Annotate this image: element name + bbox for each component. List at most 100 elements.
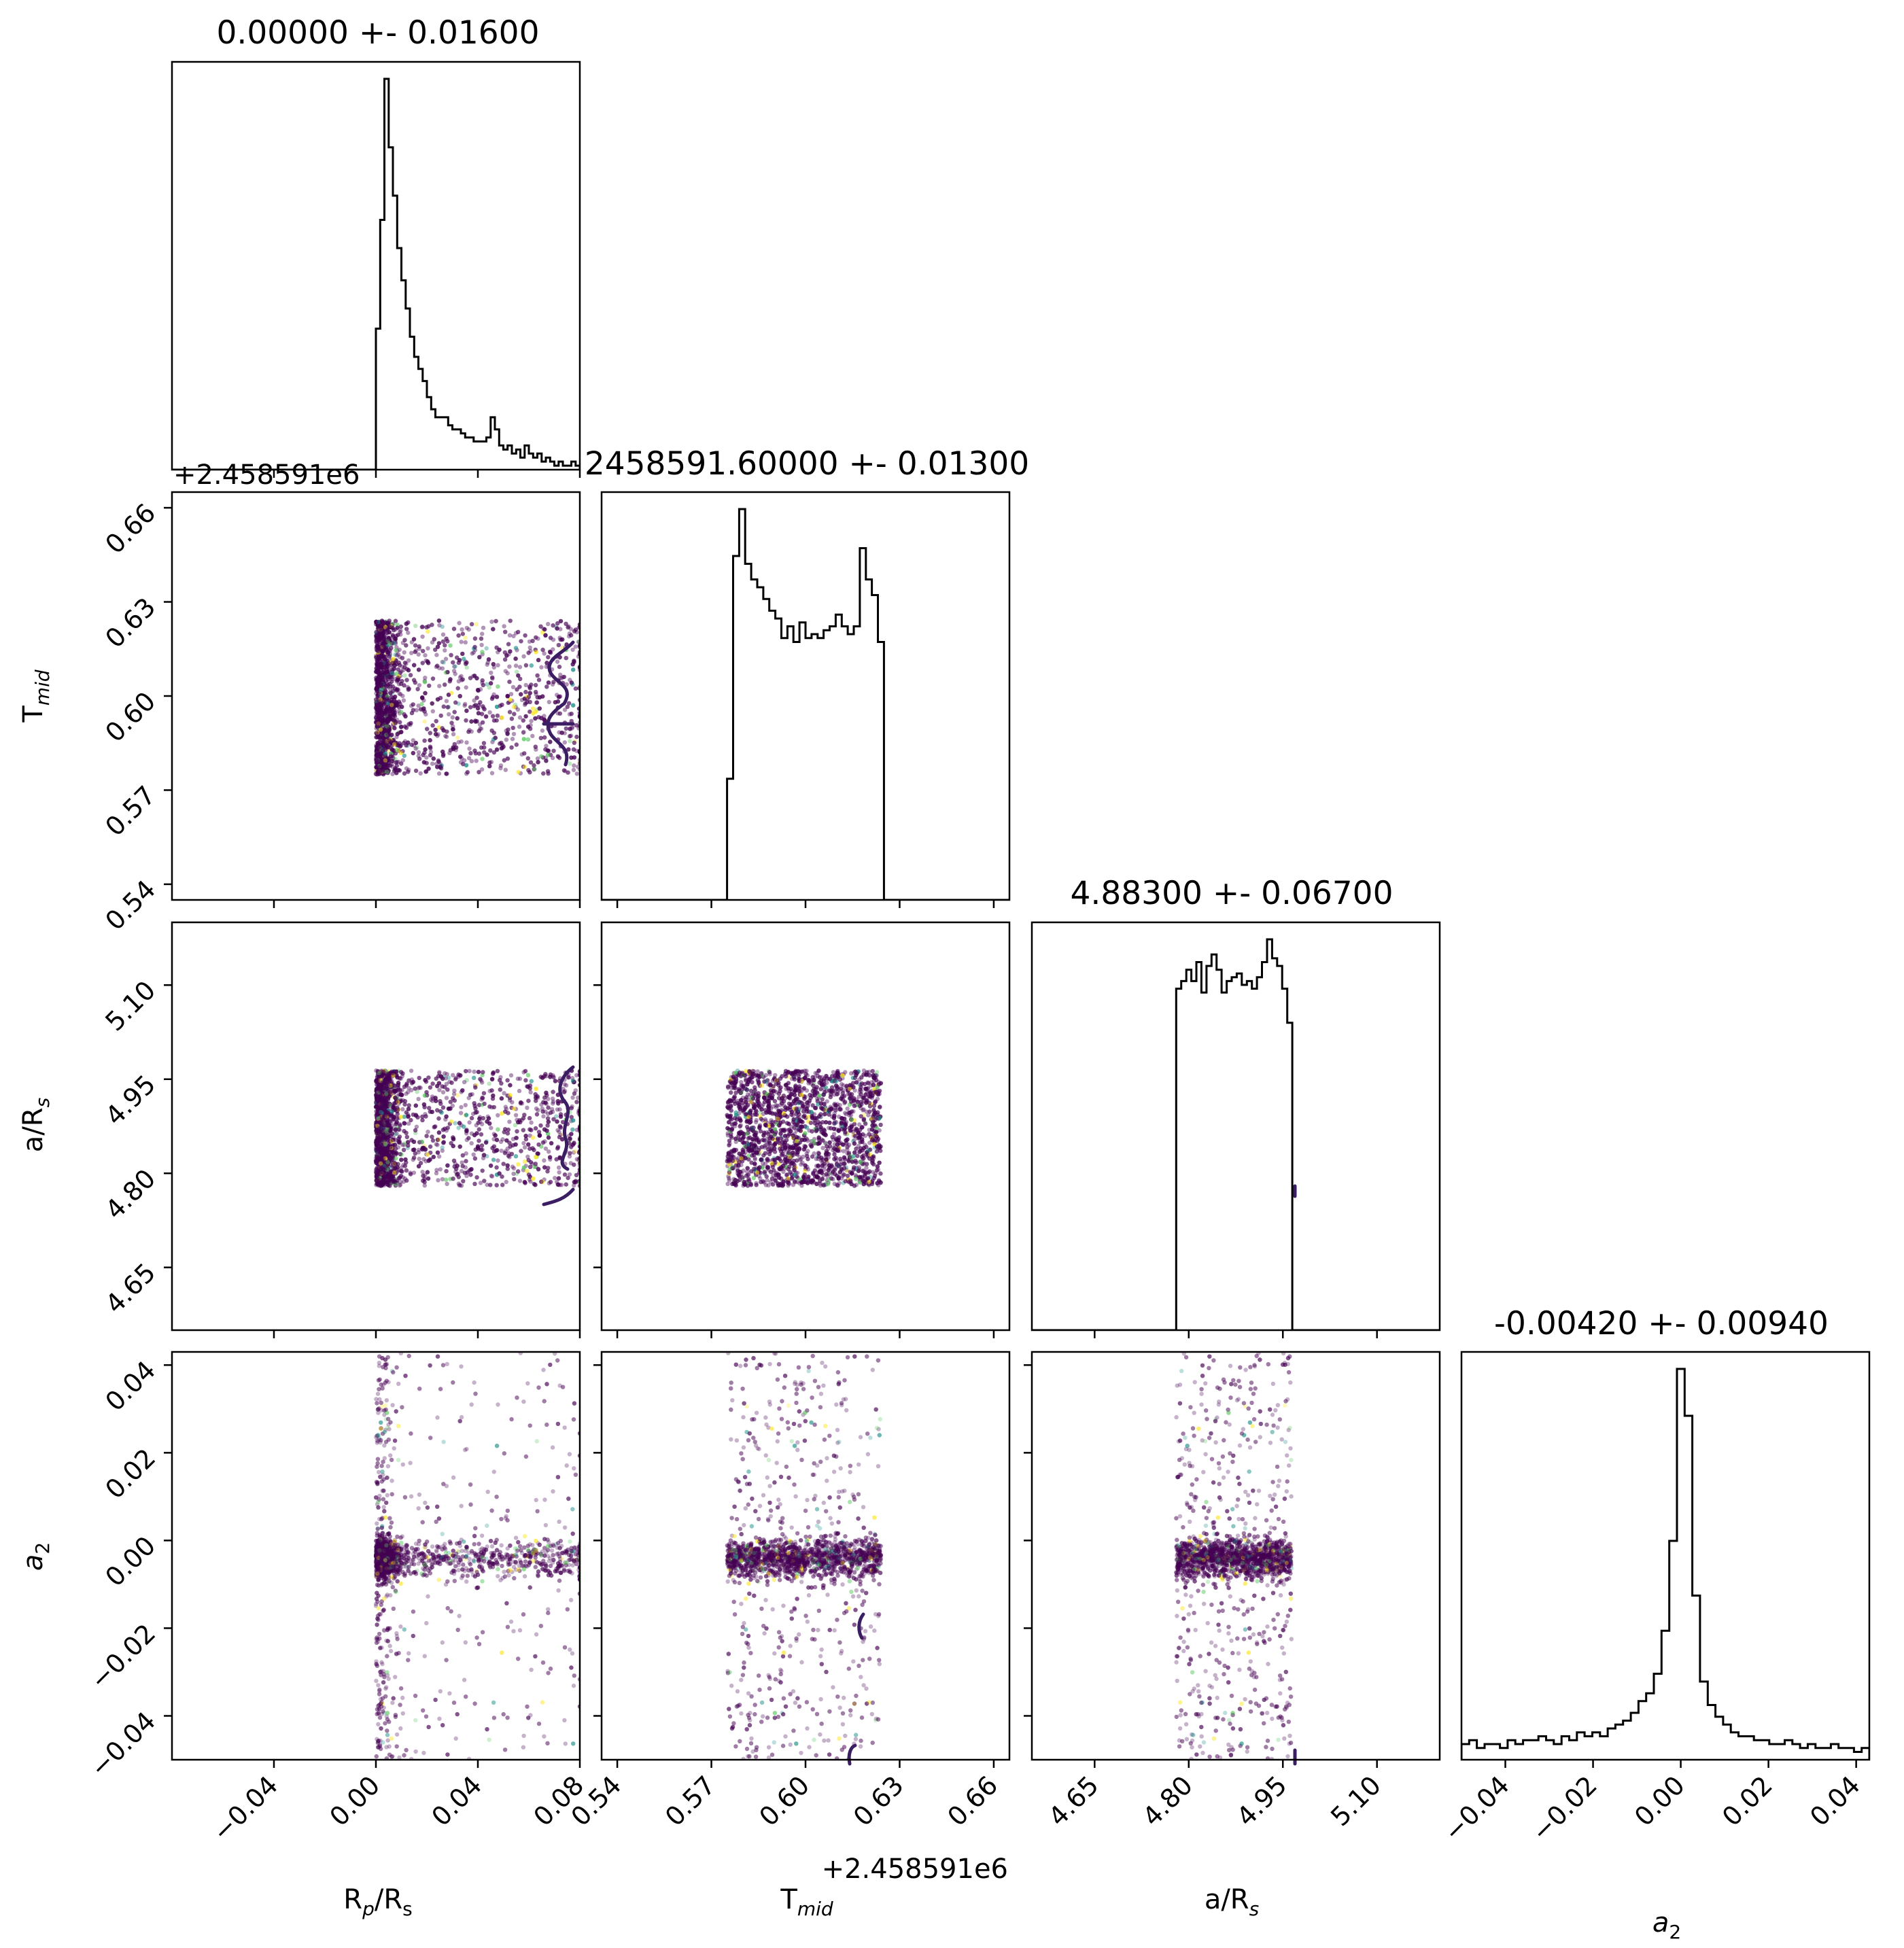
- sample-point: [567, 761, 572, 766]
- sample-point: [384, 713, 389, 718]
- sample-point: [422, 738, 427, 743]
- sample-point: [374, 638, 379, 644]
- sample-point: [534, 692, 538, 697]
- sample-point: [375, 644, 379, 650]
- sample-point: [511, 704, 516, 710]
- sample-point: [453, 748, 458, 752]
- sample-point: [469, 1141, 474, 1146]
- sample-point: [413, 643, 418, 648]
- sample-point: [394, 688, 399, 693]
- sample-point: [386, 727, 392, 731]
- sample-point: [393, 740, 398, 745]
- sample-point: [378, 744, 383, 749]
- sample-point: [383, 633, 388, 638]
- sample-point: [406, 740, 411, 745]
- sample-point: [394, 771, 399, 776]
- sample-point: [402, 650, 406, 655]
- sample-point: [423, 747, 428, 752]
- sample-point: [387, 675, 392, 680]
- sample-point: [491, 627, 496, 631]
- sample-point: [422, 738, 427, 743]
- sample-point: [381, 753, 387, 758]
- sample-point: [396, 676, 400, 680]
- sample-point: [546, 680, 551, 685]
- sample-point: [376, 704, 381, 710]
- sample-point: [375, 763, 379, 767]
- sample-point: [374, 755, 379, 760]
- sample-point: [513, 1113, 519, 1117]
- sample-point: [389, 751, 394, 756]
- sample-point: [428, 737, 432, 743]
- sample-point: [527, 691, 532, 695]
- sample-point: [513, 646, 519, 650]
- sample-point: [380, 733, 385, 738]
- sample-point: [397, 741, 402, 746]
- sample-point: [375, 723, 379, 728]
- sample-point: [517, 1179, 523, 1183]
- sample-point: [384, 640, 389, 645]
- sample-point: [375, 753, 380, 758]
- sample-point: [374, 631, 379, 636]
- sample-point: [510, 725, 515, 731]
- sample-point: [470, 651, 474, 656]
- sample-point: [374, 646, 379, 650]
- sample-point: [374, 697, 379, 702]
- sample-point: [398, 729, 404, 735]
- sample-point: [480, 720, 485, 725]
- sample-point: [460, 651, 465, 657]
- sample-point: [387, 709, 393, 714]
- sample-point: [375, 724, 379, 729]
- sample-point: [376, 733, 381, 739]
- sample-point: [379, 665, 383, 669]
- sample-point: [375, 661, 380, 667]
- sample-point: [402, 683, 406, 688]
- sample-point: [571, 667, 576, 672]
- sample-point: [385, 700, 390, 706]
- sample-point: [464, 665, 469, 670]
- sample-point: [421, 760, 427, 765]
- sample-point: [568, 733, 572, 739]
- sample-point: [388, 763, 393, 768]
- sample-point: [395, 625, 400, 630]
- sample-point: [375, 765, 379, 770]
- sample-point: [426, 661, 431, 665]
- sample-point: [538, 735, 543, 741]
- sample-point: [375, 630, 381, 635]
- sample-point: [383, 708, 389, 712]
- sample-point: [376, 746, 381, 751]
- sample-point: [379, 632, 383, 638]
- sample-point: [568, 727, 572, 731]
- sample-point: [546, 655, 551, 660]
- sample-point: [375, 730, 380, 735]
- sample-point: [440, 1145, 445, 1150]
- sample-point: [493, 735, 498, 740]
- sample-point: [379, 750, 383, 756]
- sample-point: [378, 751, 383, 756]
- sample-point: [390, 671, 394, 676]
- sample-point: [383, 756, 387, 761]
- sample-point: [379, 698, 383, 703]
- sample-point: [385, 638, 390, 644]
- sample-point: [377, 655, 381, 660]
- sample-point: [459, 1105, 464, 1110]
- sample-point: [377, 645, 382, 650]
- sample-point: [377, 627, 382, 632]
- sample-point: [378, 703, 383, 709]
- sample-point: [377, 706, 383, 710]
- sample-point: [386, 761, 391, 765]
- sample-point: [380, 655, 385, 659]
- sample-point: [394, 700, 398, 705]
- sample-point: [376, 745, 381, 750]
- sample-point: [444, 734, 449, 740]
- sample-point: [380, 756, 385, 761]
- sample-point: [500, 702, 504, 708]
- sample-point: [390, 771, 395, 776]
- sample-point: [385, 763, 391, 768]
- sample-point: [500, 746, 505, 750]
- sample-point: [387, 625, 392, 630]
- sample-point: [494, 695, 500, 699]
- sample-point: [402, 661, 408, 665]
- sample-point: [392, 676, 398, 682]
- sample-point: [468, 705, 473, 710]
- sample-point: [550, 755, 555, 761]
